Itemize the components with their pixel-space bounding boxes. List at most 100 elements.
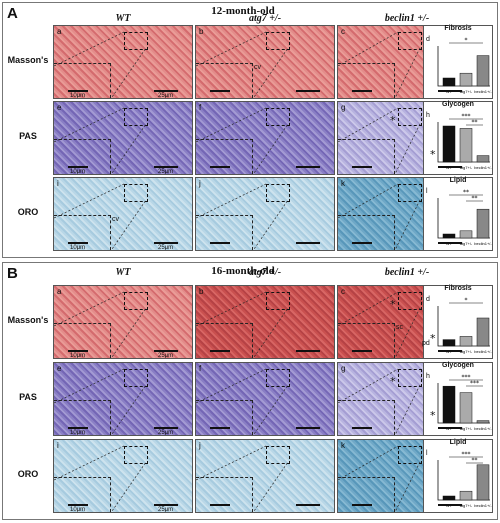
column-header: atg7 +/- <box>248 13 282 24</box>
bar-chart: LipidlWTatg7+/-beclin1+/-***** <box>423 439 493 513</box>
column-header: WT <box>115 13 131 24</box>
chart-bar <box>459 128 473 163</box>
chart-bar <box>442 233 456 239</box>
chart-panel-label: l <box>426 188 428 195</box>
column-header: beclin1 +/- <box>384 13 430 24</box>
significance-label: * <box>465 37 468 44</box>
vessel-label: cv <box>254 64 261 71</box>
magnified-inset <box>54 63 111 98</box>
inset-scale-bar <box>68 166 88 168</box>
chart-title: Glycogen <box>442 101 474 108</box>
significance-label: ** <box>472 457 478 464</box>
inset-scale-bar <box>68 427 88 429</box>
chart-title: Fibrosis <box>444 25 472 32</box>
scale-bar <box>438 427 462 429</box>
chart-axes <box>437 306 490 347</box>
zoom-guide-line <box>394 123 421 174</box>
scale-bar <box>296 242 320 244</box>
magnified-inset <box>196 215 253 250</box>
scale-bar <box>154 427 178 429</box>
scale-bar <box>438 350 462 352</box>
zoom-guide-line <box>338 291 399 327</box>
region-of-interest-box <box>266 184 290 202</box>
zoom-guide-line <box>394 384 421 435</box>
chart-panel-label: l <box>426 450 428 457</box>
category-tick-label: atg7+/- <box>460 165 473 170</box>
zoom-guide-line <box>252 199 289 250</box>
scale-bar <box>438 166 462 168</box>
chart-bar <box>442 495 456 501</box>
histology-image: e 10μm 25μm <box>53 101 193 175</box>
category-tick-label: atg7+/- <box>460 349 473 354</box>
zoom-guide-lines <box>196 183 289 250</box>
scale-bar <box>296 350 320 352</box>
zoom-guide-lines <box>54 291 147 358</box>
region-of-interest-box <box>266 369 290 387</box>
chart-bar <box>476 317 490 347</box>
chart-title: Glycogen <box>442 362 474 369</box>
histology-image: c sc pd * * <box>337 285 477 359</box>
lesion-marker: * <box>430 148 436 161</box>
inset-scale-label: 10μm <box>70 430 86 436</box>
row-label: ORO <box>17 207 39 217</box>
scale-bar <box>296 427 320 429</box>
vessel-label: cv <box>112 216 119 223</box>
inset-scale-label: 10μm <box>70 507 86 513</box>
chart-bar <box>459 336 473 347</box>
scale-label: 25μm <box>158 245 174 251</box>
inset-scale-label: 10μm <box>70 93 86 99</box>
region-of-interest-box <box>124 108 148 126</box>
zoom-guide-line <box>394 307 421 358</box>
bar-chart: FibrosisdWTatg7+/-beclin1+/-* <box>423 25 493 99</box>
significance-label: * <box>465 297 468 304</box>
chart-panel-label: h <box>426 112 430 119</box>
inset-scale-bar <box>352 90 372 92</box>
chart-panel-label: h <box>426 373 430 380</box>
scale-bar <box>438 504 462 506</box>
lesion-marker: * <box>430 332 436 345</box>
scale-label: 25μm <box>158 93 174 99</box>
category-tick-label: atg7+/- <box>460 241 473 246</box>
region-of-interest-box <box>266 108 290 126</box>
chart-bar <box>442 385 456 424</box>
region-of-interest-box <box>124 184 148 202</box>
zoom-guide-line <box>196 368 267 404</box>
magnified-inset <box>196 477 253 512</box>
block-letter: B <box>7 265 18 282</box>
chart-bar <box>459 72 473 87</box>
scale-bar <box>154 166 178 168</box>
chart-bar <box>476 208 490 239</box>
panel-sublabel: e <box>57 364 62 373</box>
inset-scale-bar <box>352 427 372 429</box>
lesion-marker: * <box>390 298 396 311</box>
histology-image: j <box>195 177 335 251</box>
histology-image: c <box>337 25 477 99</box>
category-tick-label: beclin1+/- <box>474 241 492 246</box>
chart-axes <box>437 122 490 163</box>
zoom-guide-lines <box>338 107 421 174</box>
inset-scale-bar <box>210 504 230 506</box>
panel-sublabel: g <box>341 364 346 373</box>
zoom-guide-line <box>110 461 147 512</box>
zoom-guide-line <box>54 445 125 481</box>
chart-bar <box>459 490 473 501</box>
panel-sublabel: b <box>199 27 204 36</box>
panel-sublabel: k <box>341 441 345 450</box>
zoom-guide-line <box>394 199 421 250</box>
region-of-interest-box <box>124 32 148 50</box>
zoom-guide-line <box>252 384 289 435</box>
scale-label: 25μm <box>158 507 174 513</box>
zoom-guide-line <box>338 107 399 143</box>
scale-bar <box>296 90 320 92</box>
magnified-inset <box>54 139 111 174</box>
histology-image: g * * <box>337 101 477 175</box>
region-of-interest-box <box>398 446 422 464</box>
category-tick-label: beclin1+/- <box>474 503 492 508</box>
bar-chart: GlycogenhWTatg7+/-beclin1+/-****** <box>423 362 493 436</box>
chart-bar <box>476 420 490 424</box>
magnified-inset <box>54 323 111 358</box>
chart-bar <box>442 77 456 87</box>
zoom-guide-line <box>394 47 421 98</box>
zoom-guide-line <box>252 307 289 358</box>
magnified-inset <box>54 477 111 512</box>
